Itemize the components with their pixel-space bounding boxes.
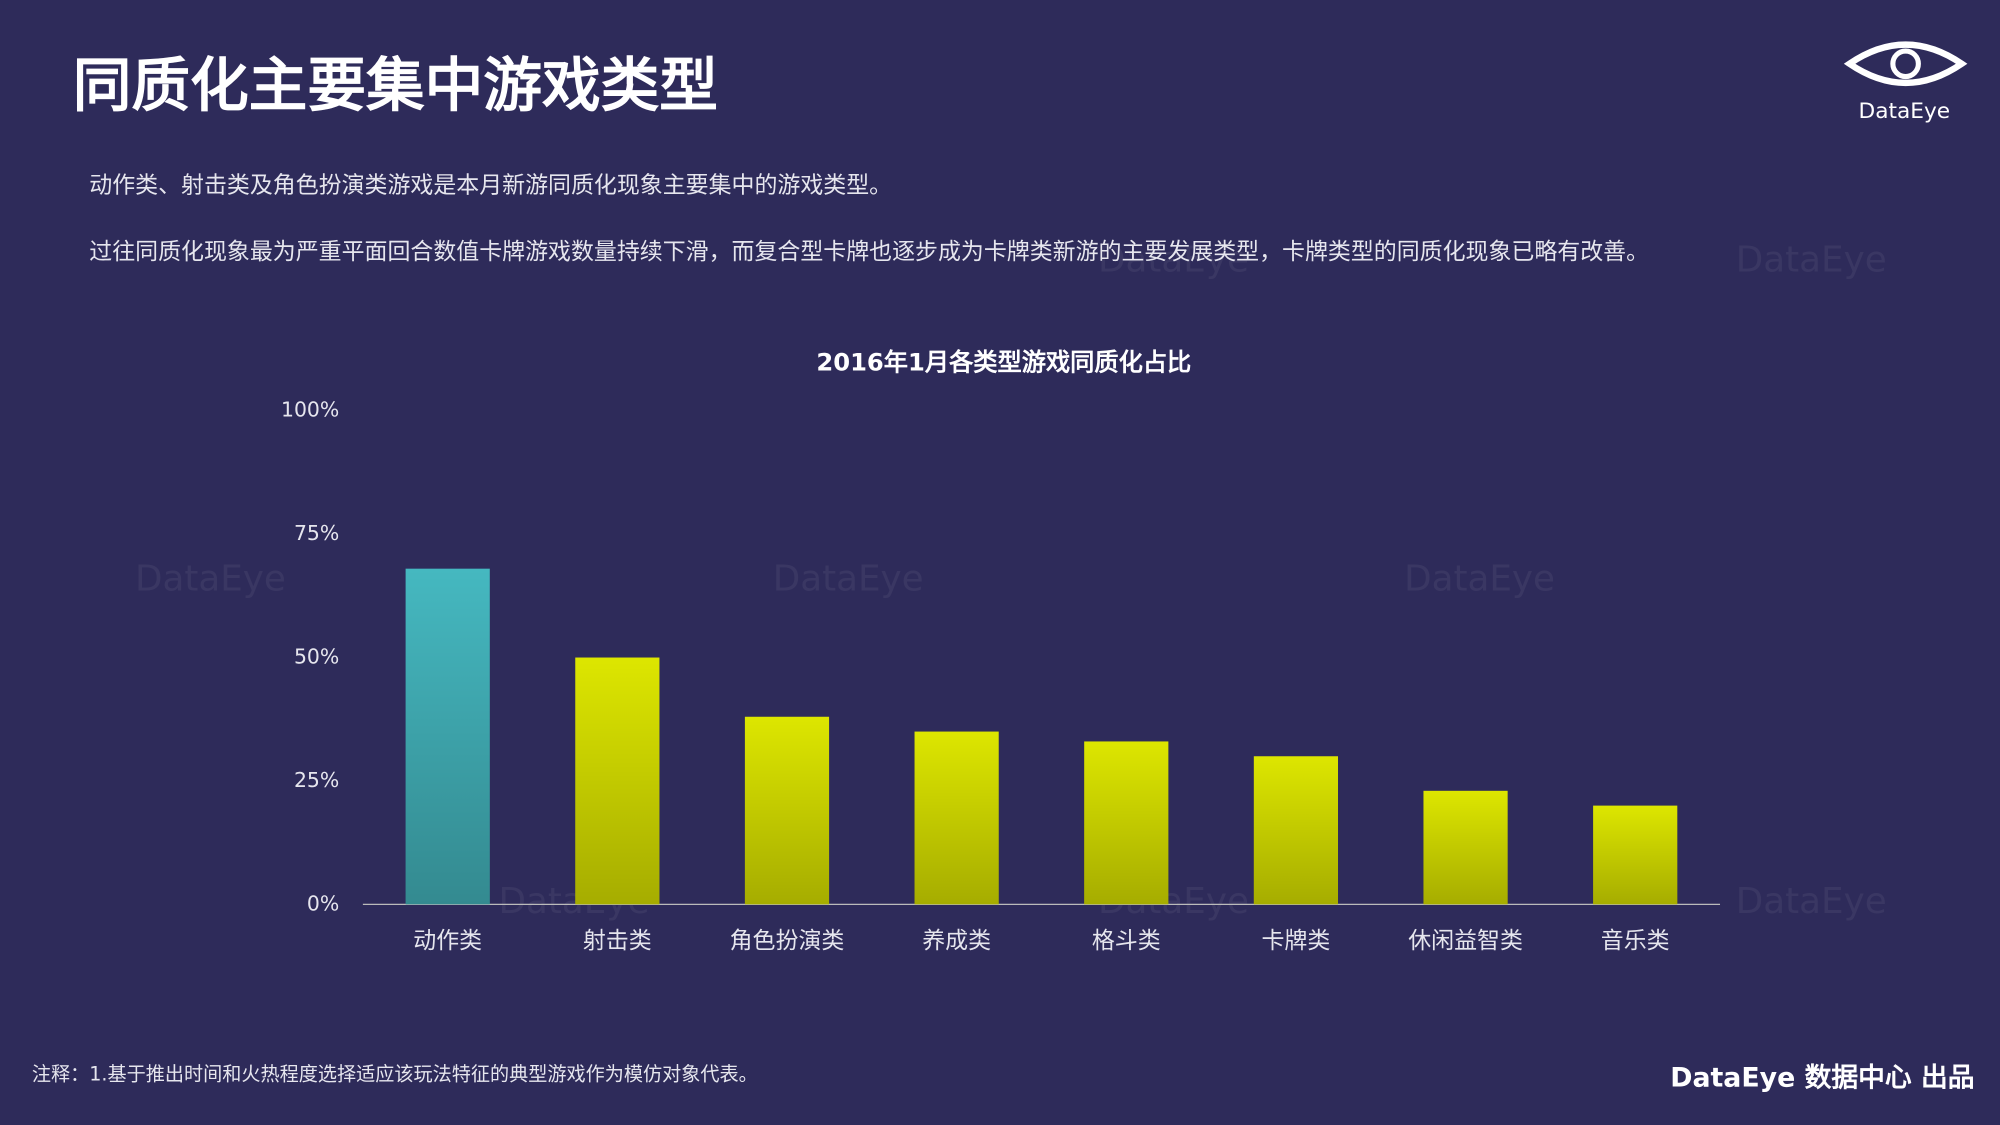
x-tick-label: 射击类 xyxy=(583,928,652,954)
watermark: DataEye xyxy=(135,558,286,599)
y-tick-label: 0% xyxy=(307,891,339,915)
watermark: DataEye xyxy=(1736,881,1887,922)
x-tick-label: 角色扮演类 xyxy=(730,928,845,954)
footnote: 注释：1.基于推出时间和火热程度选择适应该玩法特征的典型游戏作为模仿对象代表。 xyxy=(32,1063,758,1086)
paragraph: 过往同质化现象最为严重平面回合数值卡牌游戏数量持续下滑，而复合型卡牌也逐步成为卡… xyxy=(89,239,1649,265)
bar-shade xyxy=(405,568,490,905)
x-tick-label: 卡牌类 xyxy=(1262,928,1331,954)
logo: DataEye xyxy=(1843,41,1968,124)
watermark: DataEye xyxy=(1098,239,1249,280)
page-title: 同质化主要集中游戏类型 xyxy=(73,51,718,119)
y-tick-label: 50% xyxy=(294,645,339,669)
logo-pupil xyxy=(1890,48,1921,80)
plot: 0% 25% 50% 75% 100% 动作类 射击类 角色扮演类 养成类 格斗类 卡牌类 休闲益智类… xyxy=(281,398,1721,954)
bar-shade xyxy=(1084,741,1169,905)
watermark: DataEye xyxy=(1736,239,1887,280)
x-tick-label: 格斗类 xyxy=(1092,928,1161,954)
y-tick-label: 75% xyxy=(294,521,339,545)
bar-shade xyxy=(575,657,660,905)
bar-shade xyxy=(1253,756,1339,905)
x-tick-label: 养成类 xyxy=(922,928,991,954)
y-tick-label: 25% xyxy=(294,768,339,792)
bar-shade xyxy=(914,731,999,905)
x-tick-label: 音乐类 xyxy=(1601,928,1670,954)
brand: DataEye 数据中心 出品 xyxy=(1670,1063,1974,1094)
watermark: DataEye xyxy=(773,558,924,599)
y-tick-label: 100% xyxy=(281,398,339,422)
x-tick-label: 动作类 xyxy=(413,928,482,954)
bar-shade xyxy=(1593,805,1678,905)
logo-text: DataEye xyxy=(1859,99,1951,124)
paragraph: 动作类、射击类及角色扮演类游戏是本月新游同质化现象主要集中的游戏类型。 xyxy=(89,173,892,199)
bar-shade xyxy=(1423,790,1508,905)
watermark: DataEye xyxy=(1404,558,1555,599)
bar-shade xyxy=(744,716,830,905)
logo-eye xyxy=(1843,41,1968,87)
chart-title: 2016年1月各类型游戏同质化占比 xyxy=(816,349,1191,377)
x-tick-label: 休闲益智类 xyxy=(1408,928,1523,954)
